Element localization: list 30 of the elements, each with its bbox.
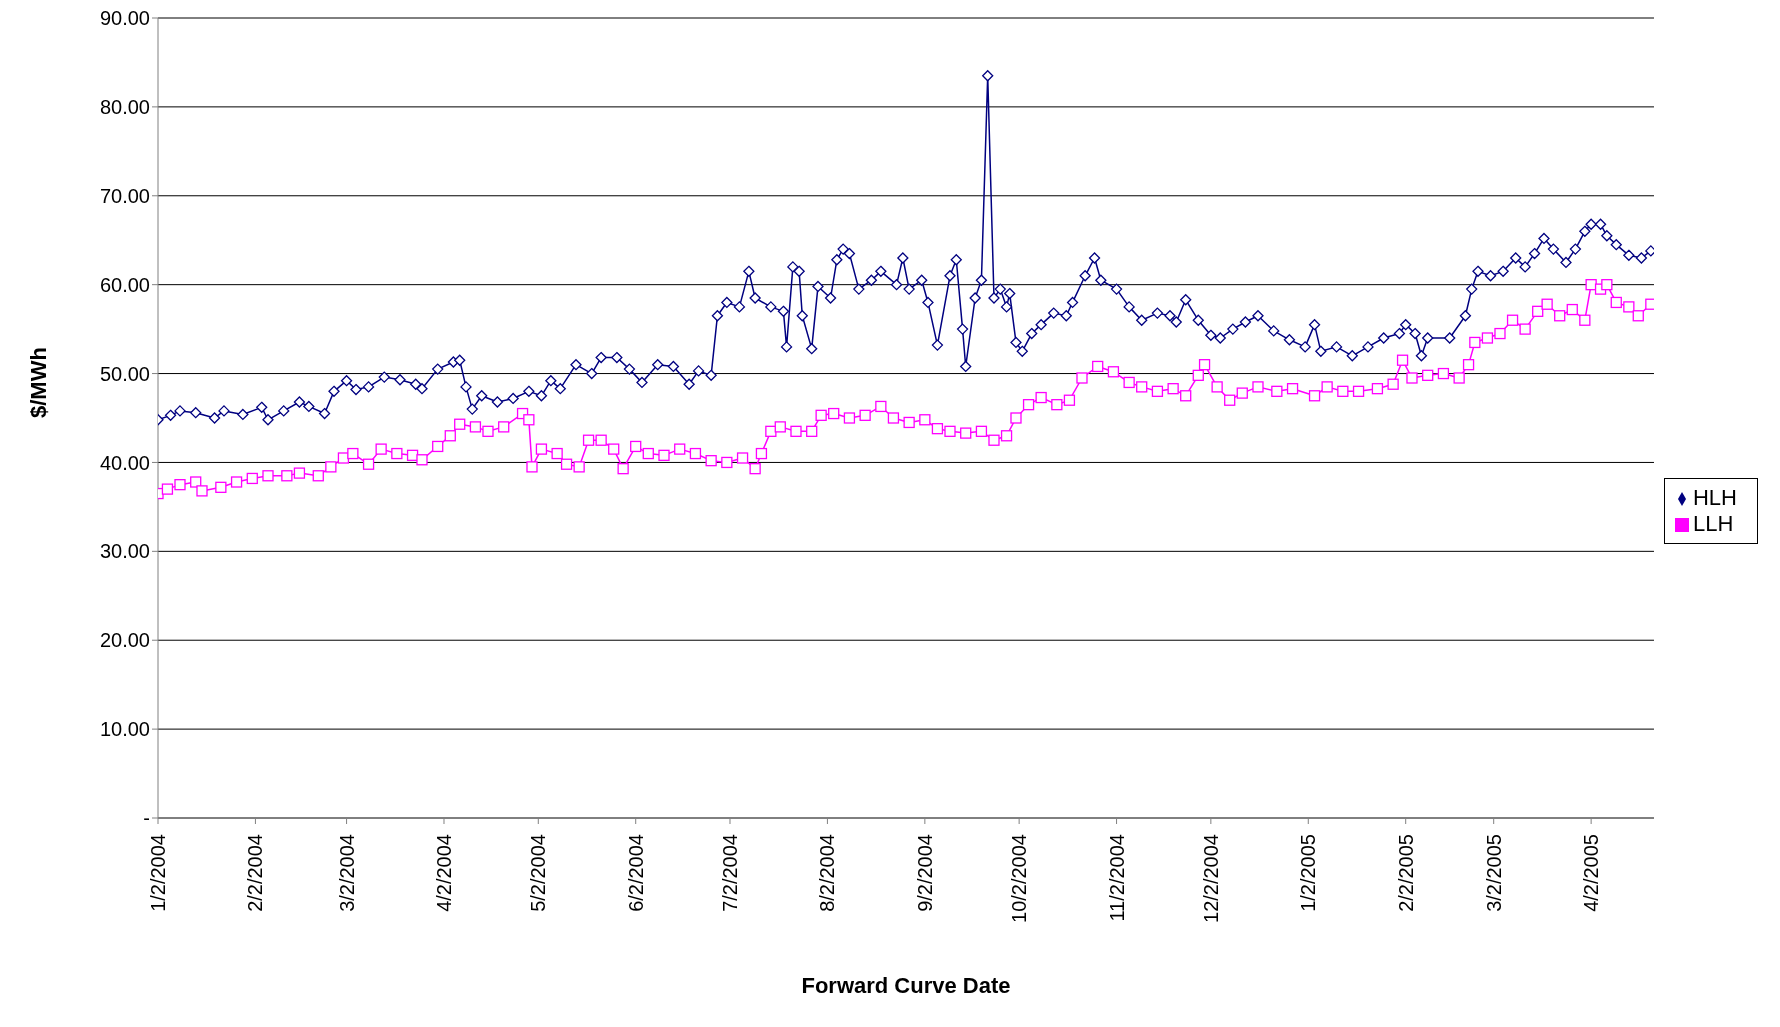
x-tick-label: 9/2/2004	[913, 834, 936, 912]
x-tick-label: 2/2/2004	[244, 834, 267, 912]
x-tick-label: 3/2/2004	[335, 834, 358, 912]
x-tick-label: 2/2/2005	[1394, 834, 1417, 912]
x-tick-label: 12/2/2004	[1199, 834, 1222, 923]
x-tick-label: 10/2/2004	[1008, 834, 1031, 923]
y-tick-label: 90.00	[99, 7, 150, 30]
y-tick-label: 20.00	[99, 629, 150, 652]
x-tick-label: 3/2/2005	[1482, 834, 1505, 912]
y-tick-label: -	[143, 807, 150, 830]
y-tick-label: 50.00	[99, 362, 150, 385]
y-tick-label: 10.00	[99, 718, 150, 741]
y-tick-label: 80.00	[99, 95, 150, 118]
x-tick-label: 8/2/2004	[816, 834, 839, 912]
x-tick-label: 1/2/2005	[1297, 834, 1320, 912]
x-tick-label: 4/2/2005	[1580, 834, 1603, 912]
x-tick-label: 11/2/2004	[1105, 834, 1128, 922]
y-tick-label: 30.00	[99, 540, 150, 563]
x-tick-label: 1/2/2004	[147, 834, 169, 912]
x-tick-label: 7/2/2004	[718, 834, 741, 912]
legend-label: LLH	[1692, 510, 1734, 536]
y-tick-label: 40.00	[99, 451, 150, 474]
x-axis-title: Forward Curve Date	[801, 973, 1011, 998]
y-axis-title: $/MWh	[25, 347, 51, 418]
y-tick-label: 60.00	[99, 273, 150, 296]
x-tick-label: 4/2/2004	[433, 834, 455, 912]
y-tick-label: 70.00	[99, 184, 150, 207]
x-tick-label: 5/2/2004	[527, 834, 550, 912]
legend-label: HLH	[1692, 484, 1737, 510]
x-tick-label: 6/2/2004	[624, 834, 647, 912]
